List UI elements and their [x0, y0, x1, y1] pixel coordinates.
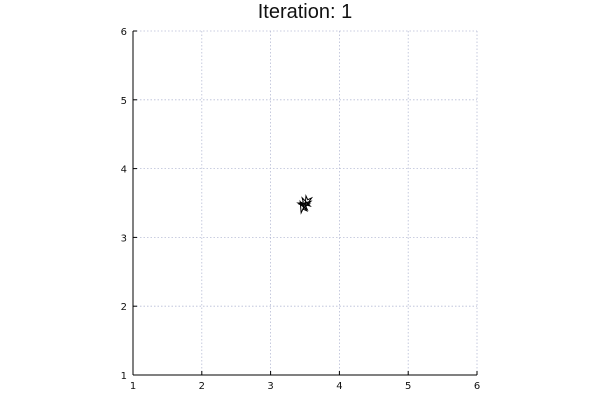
x-tick-label: 4 — [336, 381, 342, 392]
chart-title: Iteration: 1 — [257, 1, 353, 23]
y-tick-label: 4 — [121, 165, 127, 176]
y-tick-label: 3 — [121, 233, 127, 244]
grid-layer — [133, 30, 478, 375]
y-tick-label: 5 — [121, 96, 127, 107]
y-tick-label: 1 — [121, 371, 127, 382]
x-tick-label: 3 — [267, 381, 273, 392]
marker-layer — [296, 193, 314, 215]
x-tick-label: 1 — [130, 381, 136, 392]
data-point — [297, 200, 313, 212]
y-tick-label: 2 — [121, 302, 127, 313]
y-tick-label: 6 — [121, 27, 127, 38]
data-point — [296, 202, 312, 212]
x-tick-label: 2 — [199, 381, 205, 392]
x-tick-label: 6 — [474, 381, 480, 392]
ticks-layer: 1 2 3 4 5 6 1 2 3 4 5 6 — [121, 27, 481, 392]
data-point — [304, 193, 314, 210]
x-tick-label: 5 — [405, 381, 411, 392]
axes-layer — [132, 31, 477, 376]
